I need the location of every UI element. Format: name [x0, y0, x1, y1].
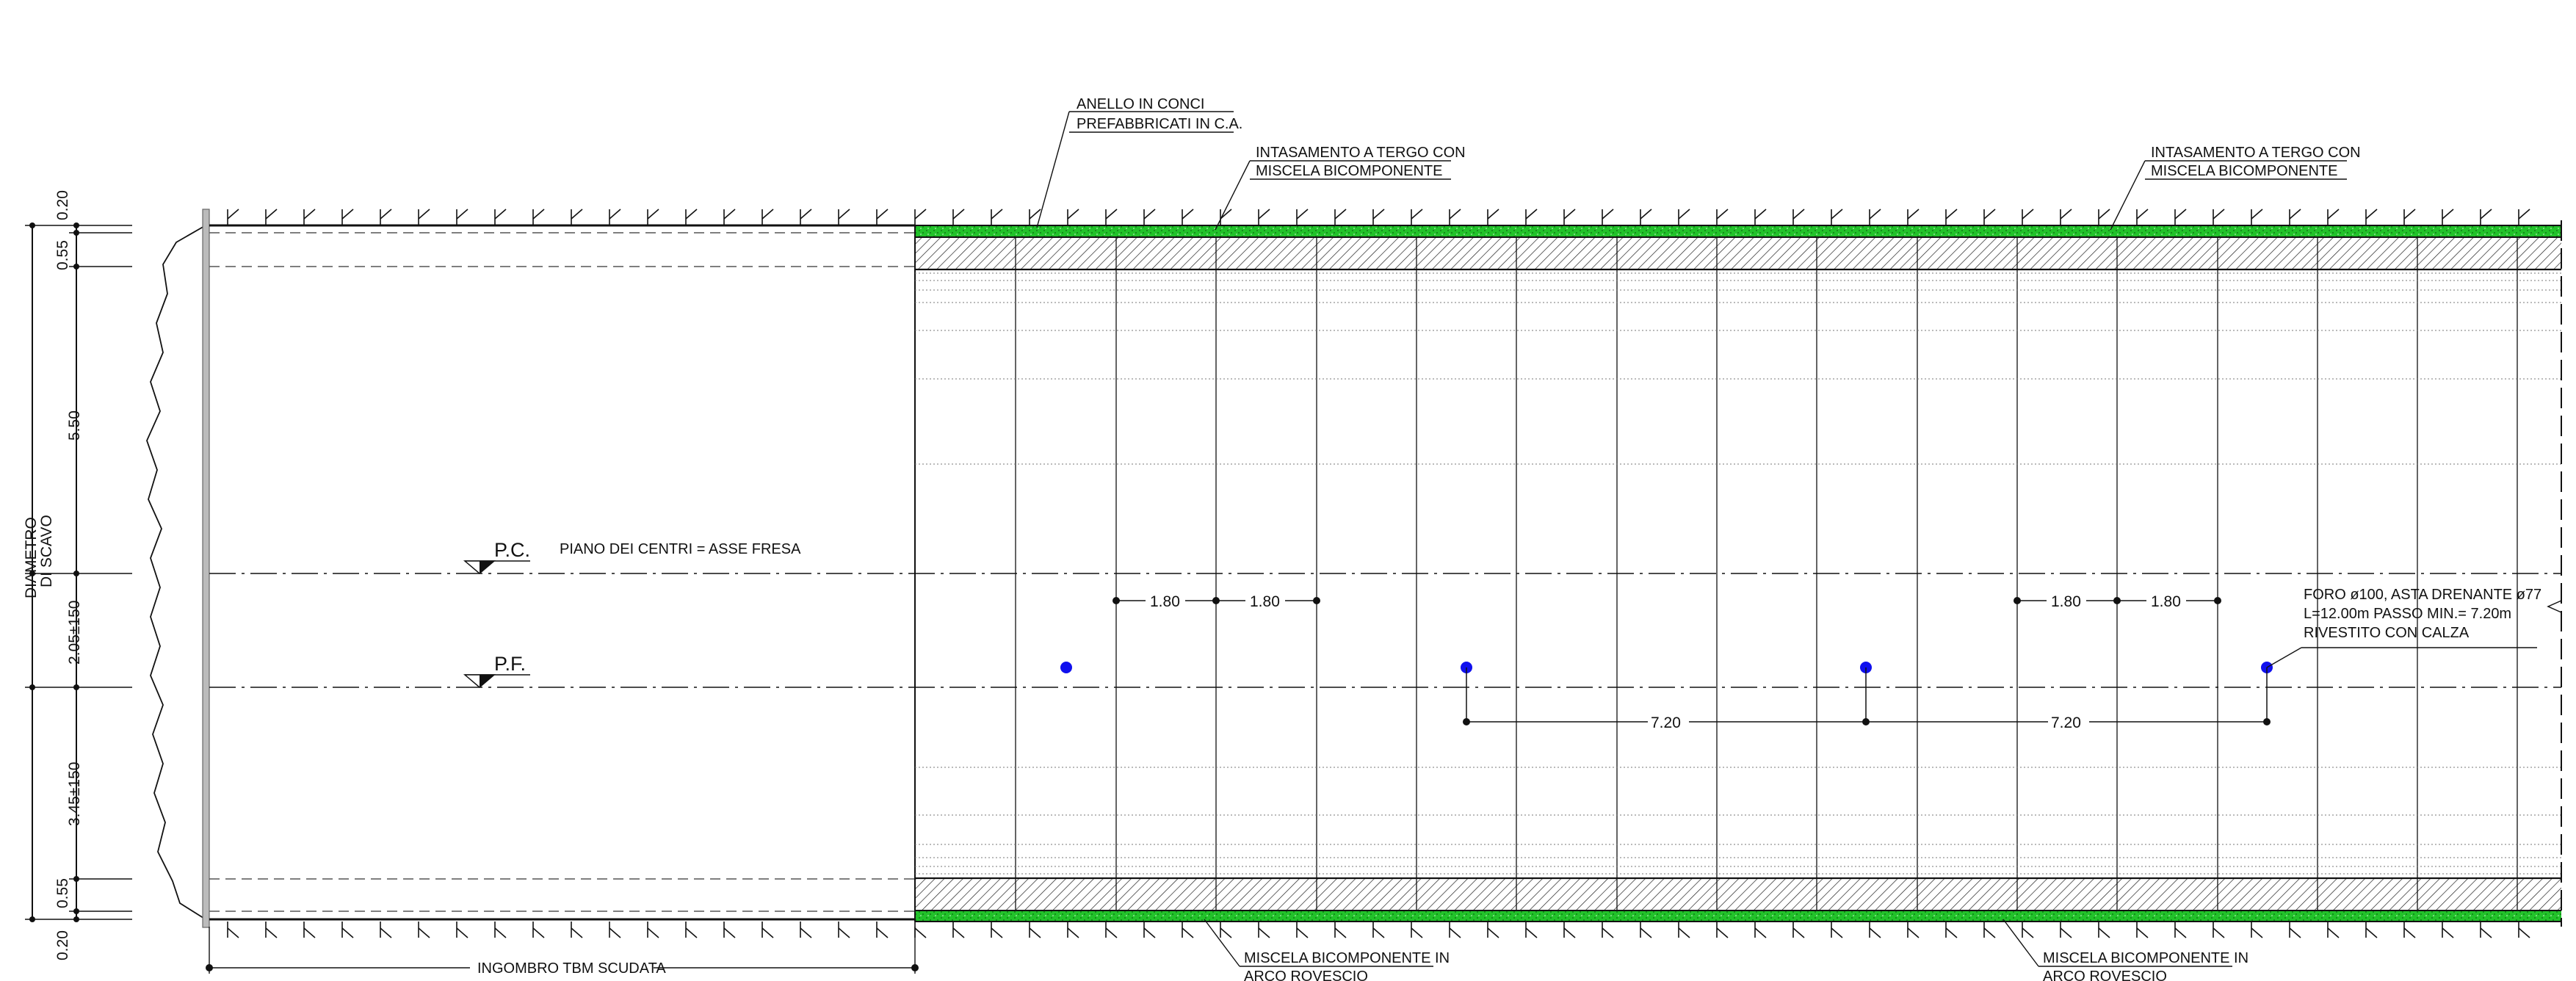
dim-label-5-50: 5.50 [66, 410, 83, 441]
callout-drain-hole: FORO ø100, ASTA DRENANTE ø77 L=12.00m PA… [2266, 587, 2541, 668]
dim-label-0-20-top: 0.20 [54, 190, 71, 220]
callout-ring-line2: PREFABBRICATI IN C.A. [1077, 116, 1242, 132]
lining-rings [914, 220, 2562, 927]
callout-ring-line1: ANELLO IN CONCI [1077, 96, 1204, 112]
pf-level-marker: P.F. [463, 653, 530, 688]
callout-backfill-left: INTASAMENTO A TERGO CON MISCELA BICOMPON… [1215, 145, 1466, 231]
callout-backfill-line1: INTASAMENTO A TERGO CON [1256, 145, 1466, 161]
callout-backfill-line2: MISCELA BICOMPONENTE [2151, 163, 2338, 179]
pc-tag: P.C. [494, 539, 530, 561]
callout-backfill-line2: MISCELA BICOMPONENTE [1256, 163, 1443, 179]
callout-drain-line3: RIVESTITO CON CALZA [2304, 625, 2470, 641]
excavation-face [146, 209, 210, 928]
callout-invert-right: MISCELA BICOMPONENTE IN ARCO ROVESCIO [2002, 919, 2248, 981]
dim-label-3-45: 3.45±150 [66, 762, 83, 826]
callout-invert-line2: ARCO ROVESCIO [1244, 969, 1368, 981]
callout-invert-line1: MISCELA BICOMPONENTE IN [1244, 950, 1450, 966]
tbm-extent-dimension: INGOMBRO TBM SCUDATA [206, 927, 919, 977]
segment-width-label: 1.80 [2051, 593, 2081, 610]
pf-tag: P.F. [494, 653, 526, 675]
drain-spacing-label: 7.20 [2051, 714, 2081, 731]
segment-dimension-left: 1.80 1.80 [1112, 593, 1320, 610]
dim-label-2-05: 2.05±150 [66, 601, 83, 665]
callout-backfill-line1: INTASAMENTO A TERGO CON [2151, 145, 2361, 161]
callout-backfill-right: INTASAMENTO A TERGO CON MISCELA BICOMPON… [2110, 145, 2361, 231]
pc-level-marker: P.C. PIANO DEI CENTRI = ASSE FRESA [463, 539, 801, 574]
dim-label-0-20-bottom: 0.20 [54, 930, 71, 960]
callout-drain-line2: L=12.00m PASSO MIN.= 7.20m [2304, 606, 2511, 622]
dim-label-0-55-top: 0.55 [54, 240, 71, 270]
diameter-label-line2: DI SCAVO [38, 515, 55, 587]
diameter-label-line1: DIAMETRO [23, 517, 40, 598]
callout-segment-ring: ANELLO IN CONCI PREFABBRICATI IN C.A. [1036, 96, 1242, 228]
callout-invert-line1: MISCELA BICOMPONENTE IN [2043, 950, 2248, 966]
segment-width-label: 1.80 [1150, 593, 1180, 610]
tbm-zone [209, 224, 915, 921]
tbm-extent-label: INGOMBRO TBM SCUDATA [477, 960, 666, 977]
callout-invert-line2: ARCO ROVESCIO [2043, 969, 2167, 981]
axis-lines [209, 573, 2561, 688]
drain-point [1060, 662, 1072, 673]
left-dimension-chain: 0.20 0.55 5.50 2.05±150 3.45±150 0.55 0.… [23, 190, 132, 960]
ground-ticks-bottom [227, 922, 2530, 938]
pc-description: PIANO DEI CENTRI = ASSE FRESA [560, 541, 801, 557]
segment-width-label: 1.80 [1250, 593, 1280, 610]
ground-ticks-top [227, 209, 2530, 225]
drain-points [1060, 662, 2273, 673]
callout-invert-left: MISCELA BICOMPONENTE IN ARCO ROVESCIO [1204, 919, 1450, 981]
segment-width-label: 1.80 [2151, 593, 2181, 610]
drain-spacing-dimension [1466, 667, 2268, 723]
callout-drain-line1: FORO ø100, ASTA DRENANTE ø77 [2304, 587, 2541, 603]
drain-spacing-label: 7.20 [1651, 714, 1681, 731]
dim-label-0-55-bottom: 0.55 [54, 878, 71, 908]
segment-dimension-right: 1.80 1.80 [2014, 593, 2221, 610]
